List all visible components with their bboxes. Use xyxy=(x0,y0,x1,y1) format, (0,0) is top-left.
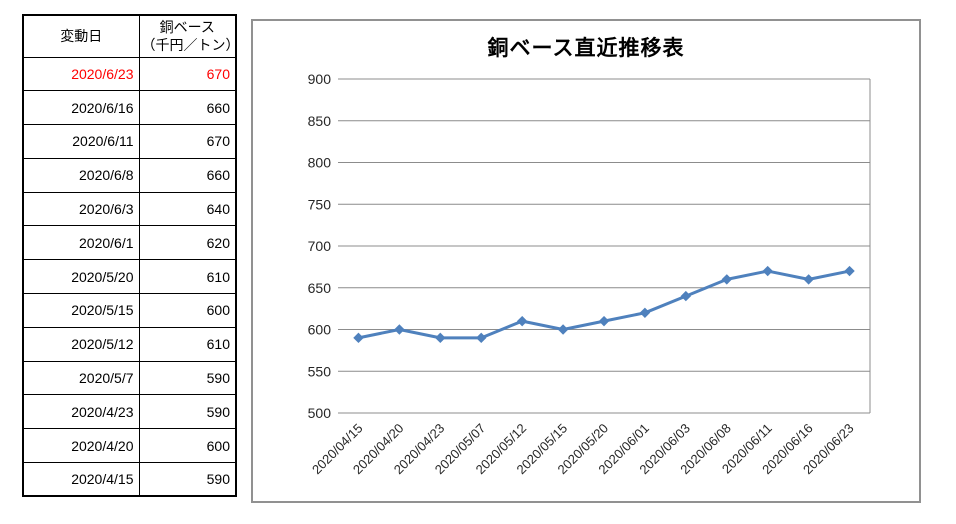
col-header-date-label: 変動日 xyxy=(60,28,103,45)
table-header-row: 変動日 銅ベース （千円／トン） xyxy=(22,14,240,58)
col-header-value-line2: （千円／トン） xyxy=(141,37,240,54)
table-row: 2020/5/12 610 xyxy=(22,326,237,362)
date-cell: 2020/5/7 xyxy=(22,360,140,396)
table-row: 2020/5/20 610 xyxy=(22,259,237,295)
date-cell: 2020/4/20 xyxy=(22,428,140,464)
col-header-value-line1: 銅ベース xyxy=(159,19,215,36)
col-header-value: 銅ベース （千円／トン） xyxy=(138,14,240,58)
table-row: 2020/6/3 640 xyxy=(22,191,237,227)
y-tick-label: 550 xyxy=(308,363,332,379)
date-cell: 2020/6/3 xyxy=(22,191,140,227)
data-point-marker xyxy=(476,332,487,344)
date-cell: 2020/5/20 xyxy=(22,259,140,295)
data-point-marker xyxy=(721,274,732,285)
value-cell: 610 xyxy=(138,326,237,362)
data-point-marker xyxy=(516,315,528,327)
y-tick-label: 500 xyxy=(308,405,332,421)
table-row: 2020/4/15 590 xyxy=(22,462,237,497)
value-cell: 610 xyxy=(138,259,237,295)
date-cell: 2020/5/15 xyxy=(22,293,140,328)
price-table: 変動日 銅ベース （千円／トン） 2020/6/23 670 2020/6/16 66… xyxy=(22,14,240,498)
value-cell: 670 xyxy=(138,56,237,92)
chart-panel: 銅ベース直近推移表 900 850 800 750 700 650 600 550 500 202… xyxy=(251,19,921,503)
date-cell: 2020/6/11 xyxy=(22,124,140,159)
value-cell: 590 xyxy=(138,462,237,497)
price-table-body: 2020/6/23 670 2020/6/16 660 2020/6/11 670 2020… xyxy=(22,56,237,497)
data-point-marker xyxy=(762,265,773,277)
table-row: 2020/4/20 600 xyxy=(22,428,237,464)
y-tick-label: 800 xyxy=(308,155,332,171)
date-cell: 2020/5/12 xyxy=(22,326,140,362)
date-cell: 2020/6/1 xyxy=(22,225,140,261)
table-row: 2020/6/23 670 xyxy=(22,56,237,92)
value-cell: 670 xyxy=(138,124,237,159)
data-point-marker xyxy=(844,265,855,277)
data-point-marker xyxy=(598,315,610,327)
value-cell: 600 xyxy=(138,293,237,328)
date-cell: 2020/6/8 xyxy=(22,157,140,193)
date-cell: 2020/4/15 xyxy=(22,462,140,497)
y-tick-label: 700 xyxy=(308,238,332,254)
value-cell: 590 xyxy=(138,394,237,430)
data-point-marker xyxy=(557,324,569,335)
date-cell: 2020/6/16 xyxy=(22,90,140,126)
y-tick-label: 900 xyxy=(308,71,332,87)
value-cell: 660 xyxy=(138,157,237,193)
value-cell: 660 xyxy=(138,90,237,126)
table-row: 2020/4/23 590 xyxy=(22,394,237,430)
data-point-marker xyxy=(680,290,692,302)
value-cell: 590 xyxy=(138,360,237,396)
table-row: 2020/5/7 590 xyxy=(22,360,237,396)
price-table-head: 変動日 銅ベース （千円／トン） xyxy=(22,14,240,58)
data-points xyxy=(353,265,855,344)
table-row: 2020/6/1 620 xyxy=(22,225,237,261)
data-point-marker xyxy=(353,332,364,344)
value-cell: 600 xyxy=(138,428,237,464)
data-point-marker xyxy=(394,324,405,335)
chart-svg: 900 850 800 750 700 650 600 550 5002020/04/15202… xyxy=(308,71,871,478)
date-cell: 2020/6/23 xyxy=(22,56,140,92)
y-tick-label: 600 xyxy=(308,322,332,338)
col-header-date: 変動日 xyxy=(22,14,140,58)
table-row: 2020/5/15 600 xyxy=(22,293,237,328)
y-tick-label: 650 xyxy=(308,280,332,296)
table-row: 2020/6/16 660 xyxy=(22,90,237,126)
table-row: 2020/6/11 670 xyxy=(22,124,237,159)
series-line xyxy=(356,269,852,340)
data-point-marker xyxy=(803,274,814,285)
y-tick-label: 750 xyxy=(308,196,332,212)
value-cell: 620 xyxy=(138,225,237,261)
chart-title: 銅ベース直近推移表 xyxy=(487,37,685,60)
table-row: 2020/6/8 660 xyxy=(22,157,237,193)
y-axis-labels: 900 850 800 750 700 650 600 550 500 xyxy=(308,71,332,421)
y-tick-label: 850 xyxy=(308,113,332,129)
date-cell: 2020/4/23 xyxy=(22,394,140,430)
data-point-marker xyxy=(639,307,651,319)
value-cell: 640 xyxy=(138,191,237,227)
y-gridlines xyxy=(338,78,870,414)
price-table-grid: 変動日 銅ベース （千円／トン） 2020/6/23 670 2020/6/16 66… xyxy=(22,14,240,498)
data-point-marker xyxy=(435,332,446,344)
x-axis-labels: 2020/04/152020/04/202020/04/232020/05/07… xyxy=(309,421,857,478)
